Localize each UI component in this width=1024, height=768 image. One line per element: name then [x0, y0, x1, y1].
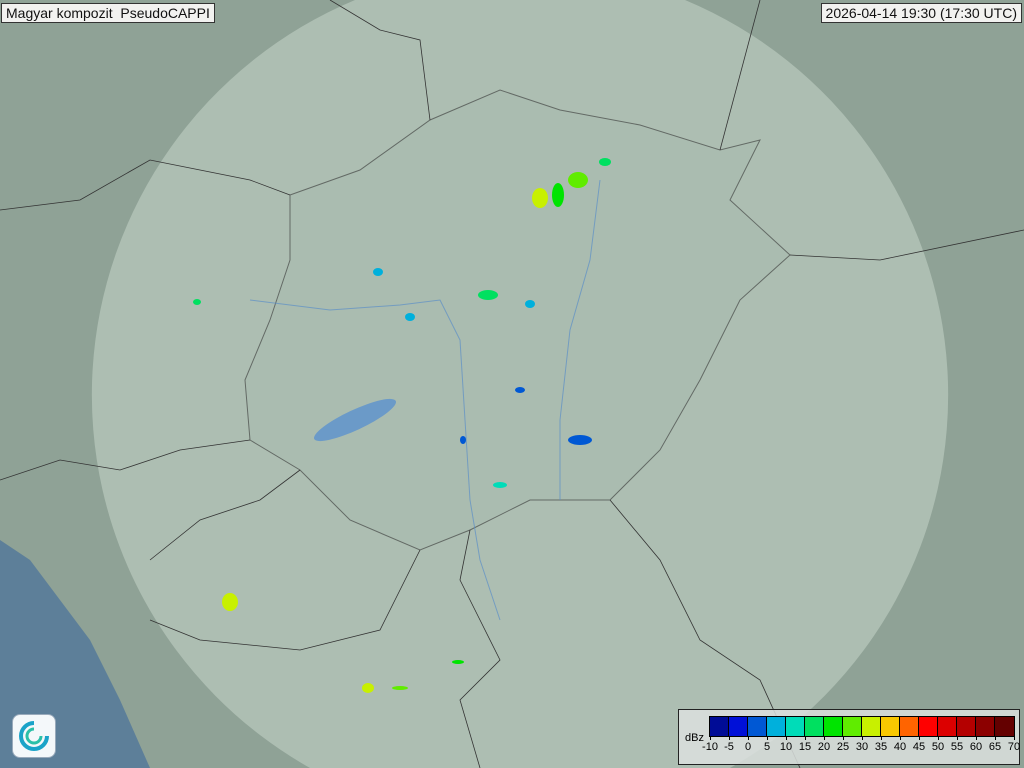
legend-color-cell	[919, 717, 938, 736]
legend-tick-label: 5	[763, 741, 771, 753]
legend-color-cell	[881, 717, 900, 736]
legend-color-cell	[786, 717, 805, 736]
legend-tick-label: 45	[912, 741, 926, 753]
legend-tick-label: 10	[779, 741, 793, 753]
legend-tick-label: 70	[1007, 741, 1021, 753]
echo	[222, 593, 238, 611]
legend-tick-label: 55	[950, 741, 964, 753]
legend-color-cell	[729, 717, 748, 736]
legend-color-cell	[957, 717, 976, 736]
legend-tick	[919, 736, 920, 740]
legend-color-cell	[900, 717, 919, 736]
legend-tick	[957, 736, 958, 740]
legend-tick	[786, 736, 787, 740]
legend-tick-label: 20	[817, 741, 831, 753]
map-title: Magyar kompozit PseudoCAPPI	[1, 3, 215, 23]
adriatic-sea	[0, 540, 150, 768]
legend-tick	[767, 736, 768, 740]
legend-tick	[938, 736, 939, 740]
legend-unit: dBz	[685, 732, 704, 744]
echo	[525, 300, 535, 308]
legend-color-cell	[748, 717, 767, 736]
legend-color-cell	[824, 717, 843, 736]
legend-tick	[748, 736, 749, 740]
legend-tick-label: 65	[988, 741, 1002, 753]
legend-tick-label: -5	[724, 741, 734, 753]
hungary-border	[244, 89, 791, 551]
echo	[460, 436, 466, 444]
legend-tick-label: 30	[855, 741, 869, 753]
rivers	[249, 179, 601, 621]
timestamp: 2026-04-14 19:30 (17:30 UTC)	[820, 3, 1022, 23]
legend-tick-label: 15	[798, 741, 812, 753]
echo	[193, 299, 201, 305]
legend-tick	[824, 736, 825, 740]
echo	[493, 482, 507, 488]
echo	[373, 268, 383, 276]
weather-service-logo	[12, 714, 56, 758]
legend-tick	[995, 736, 996, 740]
legend-color-cell	[862, 717, 881, 736]
legend-color-cell	[805, 717, 824, 736]
legend-tick	[710, 736, 711, 740]
echo	[532, 188, 548, 208]
echo	[568, 435, 592, 445]
legend-color-cell	[710, 717, 729, 736]
radar-echoes	[193, 158, 611, 693]
legend-color-cell	[976, 717, 995, 736]
legend-tick-label: 50	[931, 741, 945, 753]
legend-tick-label: 60	[969, 741, 983, 753]
legend-tick	[881, 736, 882, 740]
echo	[405, 313, 415, 321]
legend-tick-label: 40	[893, 741, 907, 753]
echo	[599, 158, 611, 166]
echo	[568, 172, 588, 188]
legend-color-cell	[938, 717, 957, 736]
color-scale-bar	[709, 716, 1015, 737]
legend-tick-label: 25	[836, 741, 850, 753]
legend-tick-label: -10	[702, 741, 718, 753]
legend-color-cell	[843, 717, 862, 736]
legend-tick	[976, 736, 977, 740]
echo	[478, 290, 498, 300]
legend-tick	[862, 736, 863, 740]
echo	[552, 183, 564, 207]
swirl-icon	[19, 721, 49, 751]
legend-tick-label: 0	[744, 741, 752, 753]
legend-tick	[1014, 736, 1015, 740]
echo	[515, 387, 525, 393]
lake-balaton	[313, 398, 397, 442]
legend-tick-label: 35	[874, 741, 888, 753]
legend-tick	[900, 736, 901, 740]
legend-tick	[729, 736, 730, 740]
echo	[452, 660, 464, 664]
legend-color-cell	[767, 717, 786, 736]
dbz-color-legend: dBz -10 -5 0 5 10 15 20 25 30 35 40 45 50 55 60 65 70	[678, 709, 1020, 765]
echo	[362, 683, 374, 693]
echo	[392, 686, 408, 690]
legend-tick	[805, 736, 806, 740]
legend-tick	[843, 736, 844, 740]
legend-color-cell	[995, 717, 1014, 736]
